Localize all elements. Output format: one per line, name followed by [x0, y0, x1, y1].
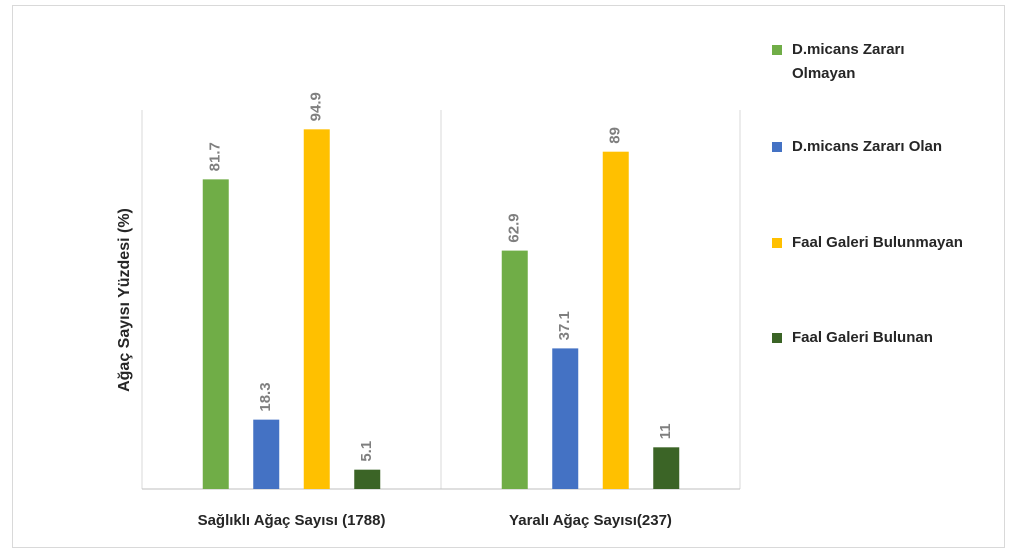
- bar: [552, 348, 579, 489]
- legend-swatch: [772, 142, 782, 152]
- legend-swatch: [772, 45, 782, 55]
- bar: [303, 129, 330, 490]
- legend-item: D.micans Zararı Olan: [772, 137, 942, 159]
- data-label: 89: [607, 127, 624, 144]
- legend-item: D.micans Zararı Olmayan: [772, 40, 932, 86]
- bar: [202, 179, 229, 489]
- data-label: 5.1: [358, 441, 375, 462]
- x-tick-label: Yaralı Ağaç Sayısı(237): [509, 512, 672, 529]
- bar: [354, 469, 381, 489]
- legend-swatch: [772, 238, 782, 248]
- legend-label: D.micans Zararı Olmayan: [792, 41, 905, 82]
- legend-item: Faal Galeri Bulunmayan: [772, 233, 963, 255]
- bar: [501, 250, 528, 489]
- data-label: 18.3: [257, 382, 274, 411]
- data-label: 81.7: [207, 142, 224, 171]
- data-label: 94.9: [308, 92, 325, 121]
- x-tick-label: Sağlıklı Ağaç Sayısı (1788): [198, 512, 386, 529]
- bar: [602, 151, 629, 489]
- legend-swatch: [772, 333, 782, 343]
- bar: [653, 447, 680, 489]
- data-label: 11: [657, 423, 674, 439]
- bar: [253, 419, 280, 489]
- legend-label: Faal Galeri Bulunmayan: [792, 234, 963, 251]
- legend-item: Faal Galeri Bulunan: [772, 328, 933, 350]
- data-label: 62.9: [506, 213, 523, 242]
- data-label: 37.1: [556, 311, 573, 340]
- y-axis-label: Ağaç Sayısı Yüzdesi (%): [116, 208, 133, 392]
- legend-label: D.micans Zararı Olan: [792, 138, 943, 155]
- legend-label: Faal Galeri Bulunan: [792, 329, 933, 346]
